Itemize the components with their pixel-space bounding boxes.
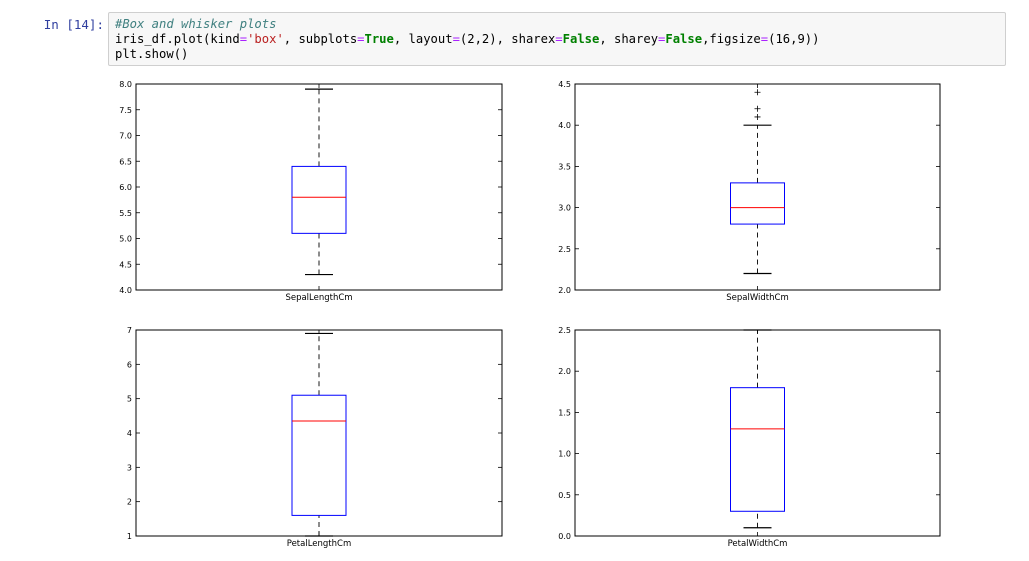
y-tick-label: 4.0 (558, 121, 571, 130)
y-tick-label: 2.0 (558, 286, 571, 295)
y-tick-label: 6 (127, 360, 132, 369)
y-tick-label: 3.5 (558, 162, 571, 171)
subplot-PetalWidthCm: 0.0 0.5 1.0 1.5 2.0 2.5 PetalWidthCm (558, 326, 941, 549)
y-tick-label: 2.5 (558, 326, 571, 335)
iqr-box (291, 165, 347, 234)
y-tick-label: 3.0 (558, 204, 571, 213)
y-tick-label: 1.5 (558, 408, 571, 417)
iqr-box (730, 387, 785, 512)
y-tick-label: 7.5 (119, 106, 132, 115)
subplot-PetalLengthCm: 1 2 3 4 5 6 7 PetalLengthCm (127, 326, 503, 549)
y-tick-label: 8.0 (119, 80, 132, 89)
iqr-box (291, 394, 347, 516)
axes-frame (135, 83, 503, 291)
y-tick-label: 4.0 (119, 286, 132, 295)
y-tick-label: 2.0 (558, 367, 571, 376)
y-tick-label: 7 (127, 326, 132, 335)
y-tick-label: 5.0 (119, 235, 132, 244)
y-tick-label: 4.5 (558, 80, 571, 89)
y-tick-label: 0.5 (558, 491, 571, 500)
y-tick-label: 6.5 (119, 157, 132, 166)
y-tick-label: 3 (127, 463, 132, 472)
axes-frame (135, 329, 503, 537)
y-tick-label: 2.5 (558, 245, 571, 254)
axes-frame (574, 329, 941, 537)
y-tick-label: 0.0 (558, 532, 571, 541)
x-category-label: SepalWidthCm (726, 293, 789, 303)
x-category-label: SepalLengthCm (285, 293, 352, 303)
code-line-plot: iris_df.plot(kind='box', subplots=True, … (115, 32, 820, 46)
code-comment: #Box and whisker plots (115, 17, 277, 31)
subplot-SepalLengthCm: 4.0 4.5 5.0 5.5 6.0 6.5 7.0 7.5 8.0 SepalLengthCm (119, 80, 503, 303)
y-tick-label: 2 (127, 498, 132, 507)
outlier-marker (754, 113, 761, 120)
outlier-marker (754, 105, 761, 112)
subplot-SepalWidthCm: 2.0 2.5 3.0 3.5 4.0 4.5 SepalWidthCm (558, 80, 941, 303)
y-tick-label: 1.0 (558, 450, 571, 459)
y-tick-label: 4 (127, 429, 132, 438)
y-tick-label: 6.0 (119, 183, 132, 192)
code-line-show: plt.show() (115, 47, 189, 61)
x-category-label: PetalWidthCm (728, 539, 788, 549)
outlier-marker (754, 89, 761, 96)
iqr-box (730, 182, 785, 225)
y-tick-label: 1 (127, 532, 132, 541)
code-cell[interactable]: #Box and whisker plots iris_df.plot(kind… (108, 12, 1006, 66)
y-tick-label: 5.5 (119, 209, 132, 218)
cell-prompt: In [14]: (43, 17, 104, 32)
y-tick-label: 4.5 (119, 260, 132, 269)
x-category-label: PetalLengthCm (287, 539, 352, 549)
y-tick-label: 7.0 (119, 132, 132, 141)
y-tick-label: 5 (127, 395, 132, 404)
